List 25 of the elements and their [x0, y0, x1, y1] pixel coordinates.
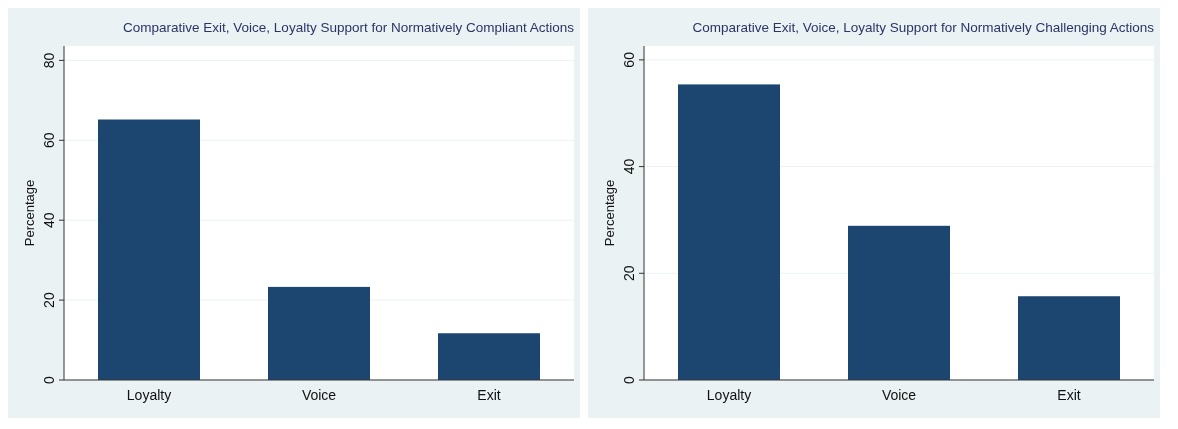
x-tick-label: Exit [477, 387, 501, 403]
x-tick-label: Loyalty [706, 387, 752, 403]
bar [1018, 296, 1120, 380]
y-tick-label: 40 [41, 212, 57, 228]
chart-title: Comparative Exit, Voice, Loyalty Support for Normatively Challenging Actions [692, 20, 1155, 35]
bar [678, 84, 780, 380]
y-tick-label: 40 [621, 158, 637, 175]
bar [848, 225, 950, 380]
bar [268, 286, 370, 380]
y-tick-label: 80 [41, 52, 57, 69]
y-tick-label: 60 [41, 132, 57, 149]
y-axis-title: Percentage [602, 179, 617, 247]
chart-title: Comparative Exit, Voice, Loyalty Support for Normatively Compliant Actions [123, 20, 575, 35]
x-tick-label: Voice [881, 387, 917, 403]
bar [98, 119, 200, 380]
y-tick-label: 20 [41, 292, 57, 308]
x-tick-label: Exit [1057, 387, 1081, 403]
x-tick-label: Voice [301, 387, 337, 403]
y-tick-label: 0 [41, 375, 57, 384]
y-tick-label: 20 [621, 265, 637, 282]
y-axis-title: Percentage [22, 179, 37, 247]
y-tick-label: 60 [621, 51, 637, 68]
y-tick-label: 0 [621, 375, 637, 384]
bar [438, 333, 540, 380]
x-tick-label: Loyalty [126, 387, 172, 403]
